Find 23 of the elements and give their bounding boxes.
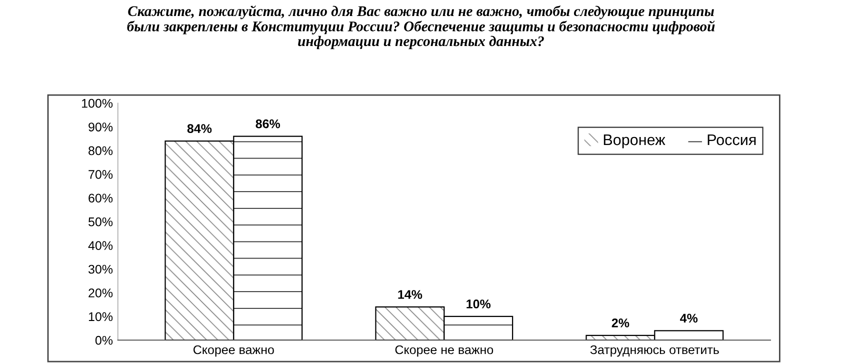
chart-title: Скажите, пожалуйста, лично для Вас важно или не важно, чтобы следующие принципы были закреплены в Конституции России? Обеспечение защиты и безопасности цифровой информации и персональных данных? <box>127 5 715 50</box>
data-label: 10% <box>466 300 491 308</box>
y-tick-label: 30% <box>88 264 113 274</box>
data-label: 84% <box>187 124 212 133</box>
y-tick-label: 100% <box>82 98 113 108</box>
y-tick-label: 0% <box>95 336 113 345</box>
y-tick-label: 10% <box>88 312 113 322</box>
y-tick-label: 90% <box>88 122 113 132</box>
y-tick-label: 20% <box>88 288 113 298</box>
x-tick-label: Скорее не важно <box>395 345 494 357</box>
legend-label: Воронеж <box>604 134 666 148</box>
data-label: 86% <box>256 119 280 128</box>
y-tick-label: 60% <box>88 194 113 203</box>
y-tick-label: 40% <box>88 241 113 250</box>
data-label: 2% <box>612 318 630 328</box>
y-tick-label: 70% <box>88 170 113 179</box>
x-tick-label: Скорее важно <box>194 345 274 357</box>
data-label: 4% <box>680 314 698 323</box>
x-tick-label: Затрудняюсь ответить <box>590 345 719 357</box>
legend-label: Россия <box>708 134 756 146</box>
y-tick-label: 50% <box>88 217 113 226</box>
data-label: 14% <box>398 290 422 299</box>
y-tick-label: 80% <box>88 146 113 156</box>
